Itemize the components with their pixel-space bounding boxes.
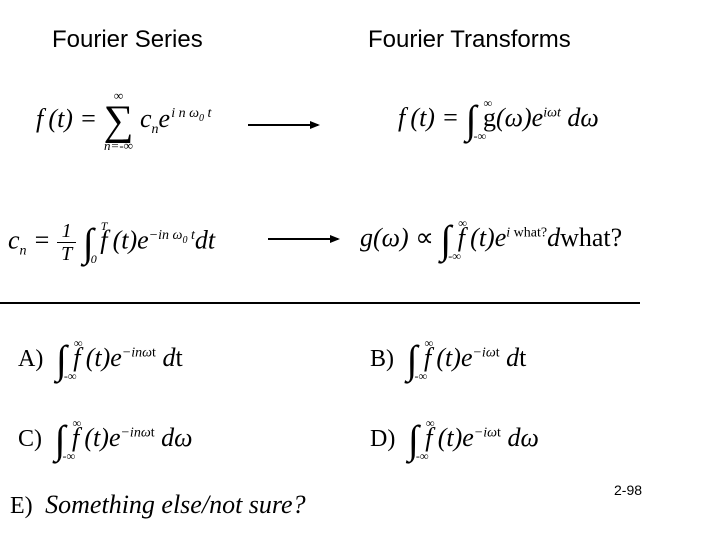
eq-fourier-series-cn: cn = 1 T T ∫ 0 f (t)e−in ω0 tdt bbox=[8, 220, 215, 265]
choice-e: E) Something else/not sure? bbox=[10, 490, 306, 520]
choice-label-d: D) bbox=[370, 426, 395, 452]
choice-a: A) ∞ ∫ -∞ f (t)e−inωt dt bbox=[18, 340, 183, 380]
heading-fourier-transforms: Fourier Transforms bbox=[368, 26, 571, 54]
heading-fourier-series: Fourier Series bbox=[52, 26, 203, 54]
integral-icon: T ∫ 0 bbox=[83, 223, 94, 263]
choice-label-e: E) bbox=[10, 493, 33, 519]
choice-label-b: B) bbox=[370, 346, 394, 372]
choice-d: D) ∞ ∫ -∞ f (t)e−iωt dω bbox=[370, 420, 539, 460]
integral-icon: ∞ ∫ -∞ bbox=[466, 100, 477, 140]
choice-label-a: A) bbox=[18, 346, 43, 372]
horizontal-divider bbox=[0, 302, 640, 304]
eq-fourier-series-f: f (t) = ∞ ∑ n=-∞ cne i n ω0 t bbox=[36, 100, 211, 142]
integral-icon: ∞ ∫ -∞ bbox=[408, 420, 419, 460]
sum-icon: ∞ ∑ n=-∞ bbox=[104, 100, 134, 142]
eq-fourier-transform-g: g(ω) ∝ ∞ ∫ -∞ f (t)ei what?dwhat? bbox=[360, 220, 622, 260]
arrow-icon bbox=[248, 124, 318, 126]
page-number: 2-98 bbox=[614, 482, 642, 498]
integral-icon: ∞ ∫ -∞ bbox=[55, 420, 66, 460]
choice-label-c: C) bbox=[18, 426, 42, 452]
choice-e-text: Something else/not sure? bbox=[45, 490, 305, 519]
integral-icon: ∞ ∫ -∞ bbox=[407, 340, 418, 380]
fraction: 1 T bbox=[57, 220, 76, 265]
choice-b: B) ∞ ∫ -∞ f (t)e−iωt dt bbox=[370, 340, 526, 380]
choice-c: C) ∞ ∫ -∞ f (t)e−inωt dω bbox=[18, 420, 192, 460]
arrow-icon bbox=[268, 238, 338, 240]
eq-fourier-transform-f: f (t) = ∞ ∫ -∞ g(ω)eiωt dω bbox=[398, 100, 599, 140]
integral-icon: ∞ ∫ -∞ bbox=[56, 340, 67, 380]
integral-icon: ∞ ∫ -∞ bbox=[440, 220, 451, 260]
